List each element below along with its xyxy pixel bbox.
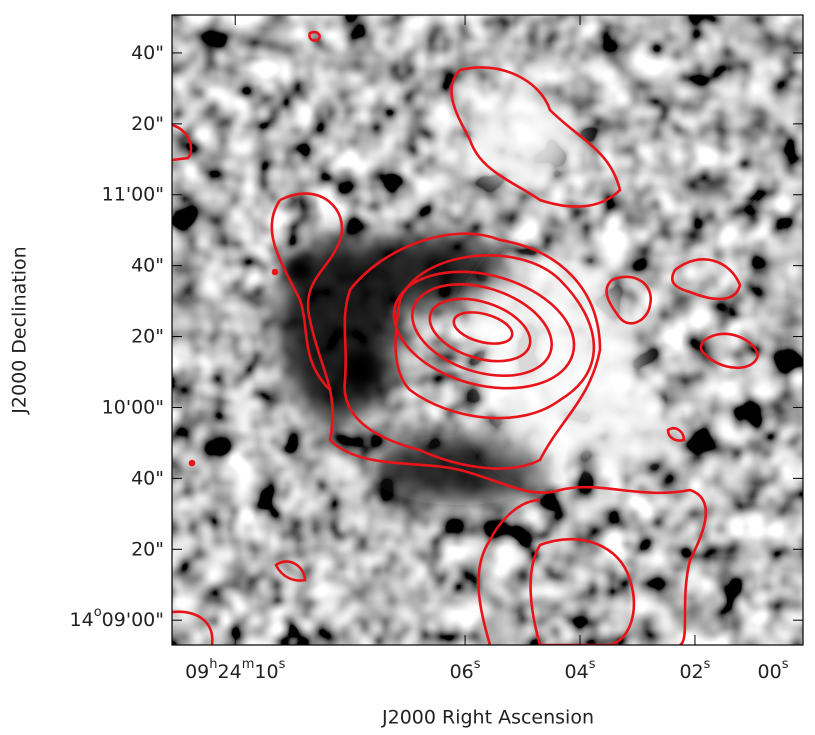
frame <box>171 14 804 646</box>
x-tick-label: 00s <box>758 657 789 683</box>
x-tick-label: 02s <box>679 657 710 683</box>
contours <box>172 30 760 645</box>
y-axis-label: J2000 Declination <box>9 246 31 414</box>
y-tick-label: 20" <box>131 112 164 134</box>
y-tick-label: 14o09'00" <box>70 605 164 631</box>
y-tick-label: 40" <box>131 254 164 276</box>
x-tick-label: 06s <box>450 657 481 683</box>
y-tick-label: 10'00" <box>102 396 164 418</box>
x-tick-label: 04s <box>565 657 596 683</box>
y-tick-label: 40" <box>131 467 164 489</box>
y-tick-label: 11'00" <box>102 183 164 205</box>
y-tick-label: 20" <box>131 538 164 560</box>
y-tick-label: 40" <box>131 41 164 63</box>
sky-image <box>172 15 803 645</box>
x-tick-label: 09h24m10s <box>185 657 285 683</box>
y-tick-label: 20" <box>131 325 164 347</box>
x-axis-label: J2000 Right Ascension <box>381 707 594 729</box>
